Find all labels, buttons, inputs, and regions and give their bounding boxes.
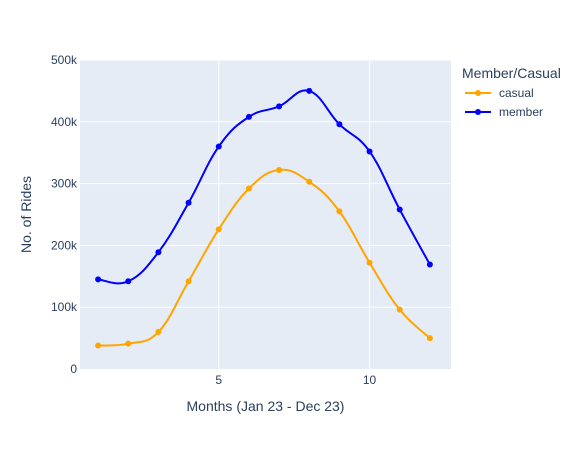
data-point-casual[interactable] [276,167,282,173]
data-point-casual[interactable] [155,329,161,335]
data-point-casual[interactable] [95,343,101,349]
legend-label-member: member [499,105,543,119]
data-point-casual[interactable] [306,179,312,185]
x-tick-label: 5 [215,373,222,387]
legend-item-member[interactable]: member [465,105,543,119]
legend-item-casual[interactable]: casual [465,86,534,100]
data-point-member[interactable] [95,276,101,282]
plot-background [80,60,451,369]
data-point-casual[interactable] [367,260,373,266]
data-point-casual[interactable] [125,341,131,347]
legend-label-casual: casual [499,86,534,100]
y-tick-label: 100k [51,300,78,314]
legend: Member/Casual casual member [462,65,561,119]
data-point-casual[interactable] [427,335,433,341]
data-point-casual[interactable] [216,226,222,232]
y-tick-label: 200k [51,238,78,252]
y-tick-label: 400k [51,115,78,129]
data-point-member[interactable] [246,114,252,120]
data-point-member[interactable] [397,207,403,213]
data-point-member[interactable] [155,249,161,255]
y-axis-title: No. of Rides [18,176,34,253]
data-point-member[interactable] [186,200,192,206]
data-point-member[interactable] [336,121,342,127]
x-axis-title: Months (Jan 23 - Dec 23) [187,398,345,414]
data-point-casual[interactable] [246,186,252,192]
data-point-member[interactable] [367,148,373,154]
data-point-member[interactable] [216,144,222,150]
y-tick-label: 500k [51,53,78,67]
data-point-member[interactable] [427,262,433,268]
data-point-member[interactable] [125,278,131,284]
y-tick-label: 300k [51,177,78,191]
data-point-member[interactable] [306,88,312,94]
data-point-casual[interactable] [186,278,192,284]
legend-title: Member/Casual [462,65,561,81]
data-point-member[interactable] [276,103,282,109]
data-point-casual[interactable] [397,307,403,313]
x-tick-label: 10 [363,373,377,387]
y-tick-label: 0 [70,362,77,376]
data-point-casual[interactable] [336,208,342,214]
